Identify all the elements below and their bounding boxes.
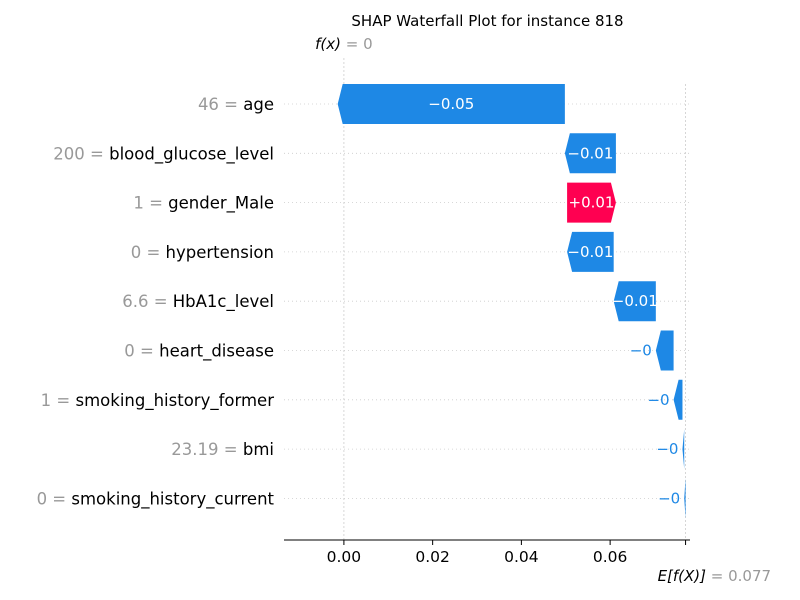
waterfall-bar (655, 330, 674, 371)
feature-label: 0 = hypertension (131, 243, 274, 262)
waterfall-bar (564, 133, 616, 174)
x-tick-label: 0.02 (415, 548, 450, 566)
feature-name-text: smoking_history_current (71, 489, 274, 509)
feature-label: 23.19 = bmi (171, 440, 274, 459)
bar-value-label: −0 (630, 342, 652, 360)
feature-label: 6.6 = HbA1c_level (122, 292, 274, 312)
feature-value-text: 0 = (124, 342, 159, 361)
feature-name-text: age (243, 95, 274, 114)
fx-label: f(x) = 0 (315, 35, 373, 53)
feature-name-text: gender_Male (168, 194, 274, 214)
feature-label: 0 = heart_disease (124, 342, 274, 362)
fx-label-value: = 0 (346, 35, 373, 53)
feature-value-text: 6.6 = (122, 292, 173, 311)
feature-name-text: hypertension (166, 243, 274, 262)
feature-value-text: 0 = (37, 489, 72, 508)
base-value-label: E[f(X)] = 0.077 (658, 567, 772, 585)
chart-title: SHAP Waterfall Plot for instance 818 (351, 12, 624, 30)
bar-value-label: −0.01 (567, 144, 613, 162)
bar-value-label: −0 (647, 391, 669, 409)
feature-value-text: 1 = (133, 194, 168, 213)
feature-label: 1 = smoking_history_former (41, 391, 275, 411)
feature-name-text: smoking_history_former (76, 391, 275, 411)
bar-value-label: −0 (656, 440, 678, 458)
feature-value-text: 46 = (198, 95, 243, 114)
bar-value-label: −0.01 (567, 243, 613, 261)
bar-value-label: +0.01 (569, 194, 615, 212)
fx-label-name: f(x) (315, 35, 346, 53)
bar-value-label: −0 (658, 489, 680, 507)
feature-name-text: blood_glucose_level (109, 144, 274, 164)
feature-value-text: 200 = (53, 144, 109, 163)
waterfall-bar (337, 84, 565, 124)
waterfall-bar (673, 379, 683, 420)
feature-value-text: 0 = (131, 243, 166, 262)
feature-label: 1 = gender_Male (133, 194, 274, 214)
feature-label: 200 = blood_glucose_level (53, 144, 274, 164)
feature-name-text: heart_disease (159, 342, 274, 362)
feature-value-text: 23.19 = (171, 440, 243, 459)
bar-value-label: −0.05 (428, 95, 474, 113)
base-value-label-value: = 0.077 (711, 567, 771, 585)
base-value-label-name: E[f(X)] (658, 567, 711, 585)
x-tick-label: 0.06 (593, 548, 628, 566)
waterfall-bar (613, 281, 656, 322)
feature-label: 46 = age (198, 95, 274, 114)
bar-value-label: −0.01 (612, 292, 658, 310)
feature-name-text: HbA1c_level (173, 292, 274, 312)
waterfall-bar (684, 478, 686, 519)
x-tick-label: 0.04 (504, 548, 539, 566)
waterfall-bar (682, 429, 685, 470)
waterfall-bar (567, 231, 614, 272)
feature-label: 0 = smoking_history_current (37, 489, 275, 509)
waterfall-bar (567, 182, 616, 223)
feature-name-text: bmi (243, 440, 274, 459)
feature-value-text: 1 = (41, 391, 76, 410)
x-tick-label: 0.00 (327, 548, 362, 566)
